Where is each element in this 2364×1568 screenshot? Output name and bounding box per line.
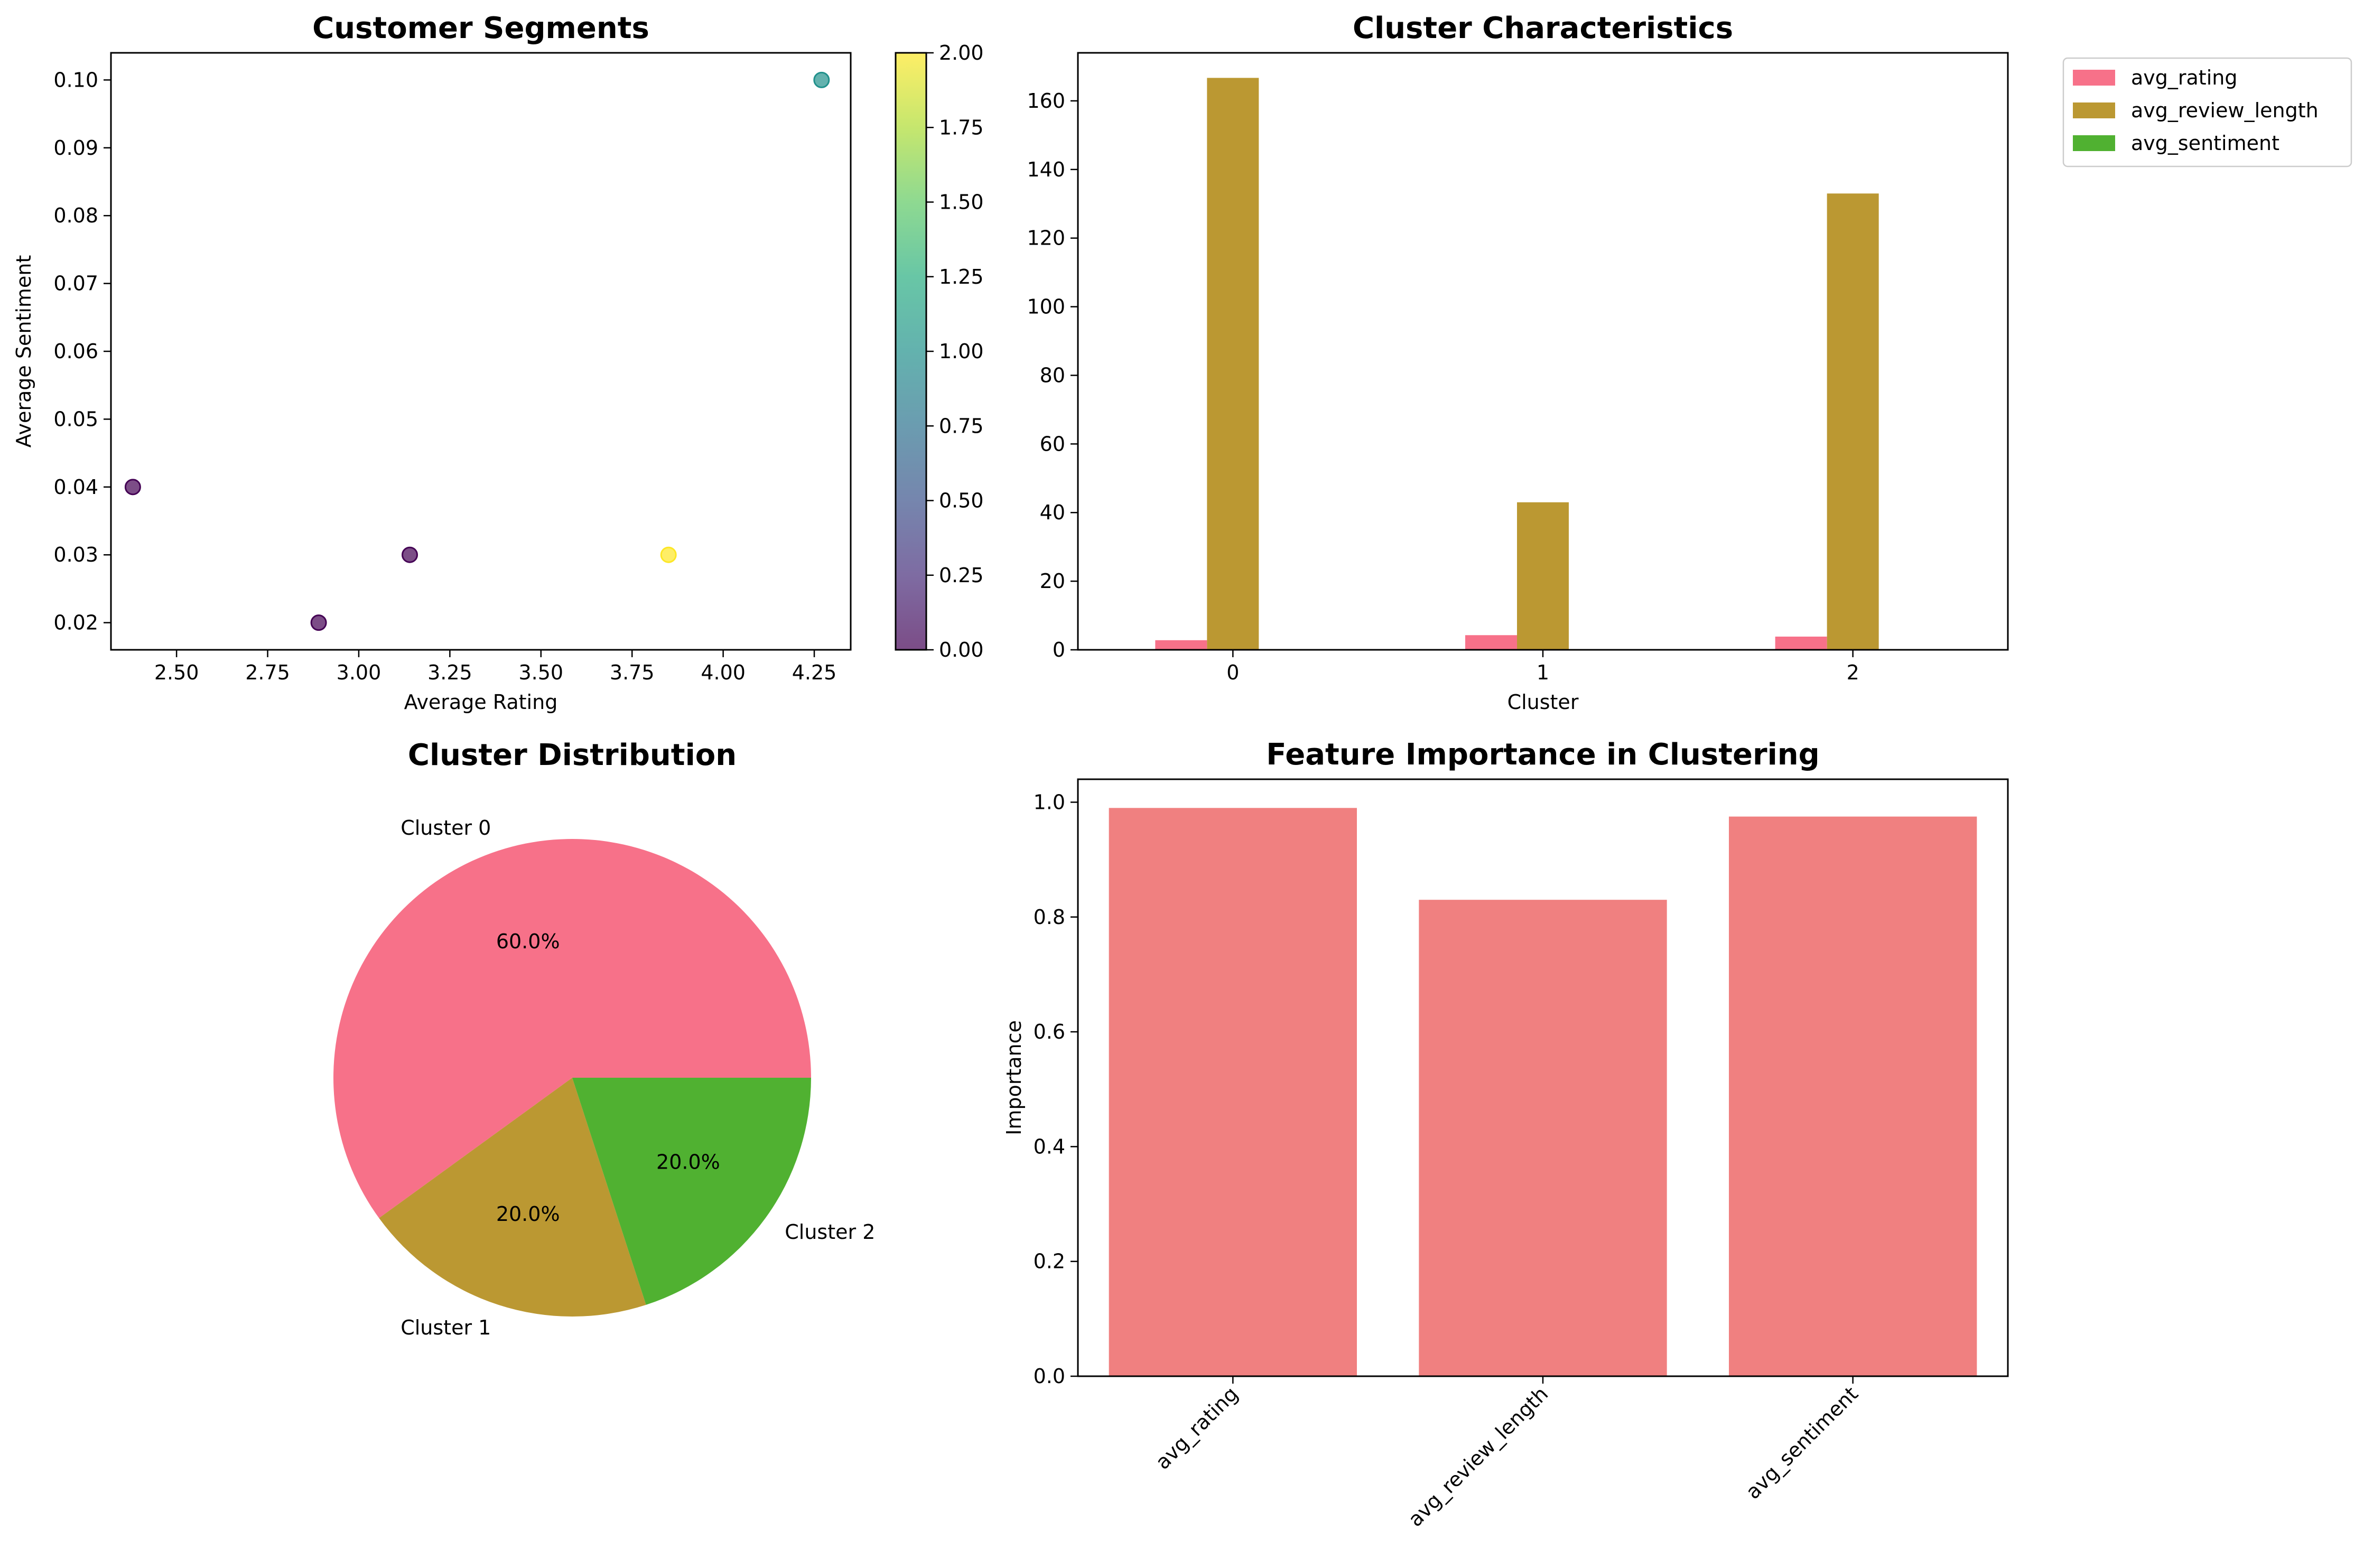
pie-label-0: Cluster 0: [401, 816, 491, 839]
colorbar: [896, 53, 926, 650]
scatter-point-2: [402, 546, 418, 563]
scatter-axes-frame: [110, 52, 852, 651]
importance-ytick-label: 0.6: [1034, 1020, 1065, 1043]
scatter-ytick-label: 0.02: [53, 611, 98, 634]
scatter-xtick-label: 4.25: [792, 661, 837, 684]
pie-label-2: Cluster 2: [785, 1220, 875, 1244]
pie-pct-label-0: 60.0%: [496, 930, 560, 953]
scatter-xlabel: Average Rating: [404, 690, 558, 714]
cluster-xtick-label: 0: [1226, 661, 1239, 684]
importance-bar-avg_rating: [1109, 808, 1357, 1376]
importance-bar-avg_review_length: [1419, 900, 1667, 1376]
scatter-xtick-label: 3.00: [337, 661, 381, 684]
scatter-point-1: [310, 614, 327, 631]
feature-importance-panel: Feature Importance in Clustering avg_rati…: [1002, 738, 2009, 1531]
pie-pct-label-2: 20.0%: [656, 1150, 720, 1173]
cluster-ytick-label: 100: [1027, 295, 1065, 319]
bar-avg_review_length-cluster-2: [1827, 193, 1879, 650]
cluster-ytick-label: 160: [1027, 89, 1065, 113]
legend-label-avg_review_length: avg_review_length: [2131, 99, 2319, 122]
cluster-xtick-label: 1: [1537, 661, 1549, 684]
colorbar-tick-label: 2.00: [939, 41, 984, 64]
colorbar-tick-label: 0.50: [939, 489, 984, 512]
scatter-xtick-label: 2.50: [154, 661, 199, 684]
colorbar-tick-label: 0.00: [939, 638, 984, 661]
scatter-ytick-label: 0.05: [53, 407, 98, 431]
colorbar-tick-label: 1.75: [939, 116, 984, 139]
importance-ytick-label: 0.4: [1034, 1135, 1065, 1158]
colorbar-tick-label: 0.25: [939, 564, 984, 587]
scatter-point-3: [660, 546, 677, 563]
bar-avg_review_length-cluster-0: [1207, 78, 1259, 650]
bar-avg_rating-cluster-0: [1155, 640, 1207, 650]
importance-xtick-label: avg_rating: [1151, 1382, 1243, 1474]
importance-xtick-label: avg_review_length: [1403, 1382, 1552, 1531]
scatter-ytick-label: 0.08: [53, 204, 98, 227]
cluster-ytick-label: 20: [1040, 570, 1065, 593]
importance-ytick-label: 0.2: [1034, 1250, 1065, 1273]
cluster-ytick-label: 80: [1040, 363, 1065, 387]
scatter-title: Customer Segments: [312, 11, 649, 45]
cluster-characteristics-title: Cluster Characteristics: [1353, 11, 1733, 45]
legend-swatch-avg_review_length: [2073, 102, 2115, 118]
importance-bar-avg_sentiment: [1729, 816, 1977, 1376]
scatter-ytick-label: 0.06: [53, 340, 98, 363]
cluster-distribution-panel: Cluster Distribution 60.0% Cluster 0 20.0% C…: [333, 738, 875, 1339]
bar-avg_rating-cluster-2: [1775, 636, 1827, 650]
legend-box: [2062, 57, 2352, 167]
legend-swatch-avg_sentiment: [2073, 135, 2115, 151]
scatter-xtick-label: 3.50: [518, 661, 563, 684]
scatter-xtick-label: 3.75: [610, 661, 655, 684]
bar-avg_rating-cluster-1: [1465, 635, 1517, 650]
cluster-distribution-title: Cluster Distribution: [408, 738, 737, 772]
cluster-ytick-label: 40: [1040, 501, 1065, 524]
importance-ytick-label: 0.0: [1034, 1365, 1065, 1388]
scatter-panel: Customer Segments 2.50 2.75 3.00 3.25 3.50 3.7…: [12, 11, 984, 714]
cluster-ytick-label: 0: [1053, 638, 1065, 661]
pie-slice-2: [572, 1078, 811, 1305]
colorbar-tick-label: 1.00: [939, 340, 984, 363]
colorbar-tick-label: 1.50: [939, 191, 984, 214]
importance-ytick-label: 0.8: [1034, 906, 1065, 929]
importance-ytick-label: 1.0: [1034, 790, 1065, 814]
pie-label-1: Cluster 1: [401, 1316, 491, 1339]
colorbar-tick-label: 1.25: [939, 265, 984, 288]
cluster-xtick-label: 2: [1847, 661, 1859, 684]
pie-slice-0: [333, 839, 811, 1218]
importance-ylabel: Importance: [1002, 1020, 1026, 1135]
colorbar-tick-label: 0.75: [939, 414, 984, 437]
pie-slice-1: [379, 1078, 646, 1317]
cluster-ytick-label: 140: [1027, 158, 1065, 181]
cluster-ytick-label: 120: [1027, 227, 1065, 250]
cluster-xlabel: Cluster: [1507, 690, 1579, 714]
scatter-ytick-label: 0.10: [53, 68, 98, 91]
feature-importance-title: Feature Importance in Clustering: [1266, 738, 1820, 772]
scatter-ylabel: Average Sentiment: [12, 255, 35, 448]
legend-label-avg_rating: avg_rating: [2131, 66, 2237, 89]
scatter-ytick-label: 0.04: [53, 475, 98, 499]
scatter-ytick-label: 0.03: [53, 543, 98, 566]
scatter-xtick-label: 3.25: [427, 661, 472, 684]
scatter-xtick-label: 4.00: [701, 661, 746, 684]
scatter-xtick-label: 2.75: [245, 661, 290, 684]
legend-label-avg_sentiment: avg_sentiment: [2131, 132, 2279, 155]
scatter-ytick-label: 0.07: [53, 272, 98, 295]
scatter-point-4: [813, 71, 830, 88]
cluster-ytick-label: 60: [1040, 432, 1065, 455]
bar-avg_review_length-cluster-1: [1517, 502, 1569, 650]
importance-xtick-label: avg_sentiment: [1741, 1382, 1863, 1504]
pie-pct-label-1: 20.0%: [496, 1202, 560, 1226]
scatter-point-0: [124, 479, 141, 496]
legend-swatch-avg_rating: [2073, 70, 2115, 86]
scatter-ytick-label: 0.09: [53, 136, 98, 160]
